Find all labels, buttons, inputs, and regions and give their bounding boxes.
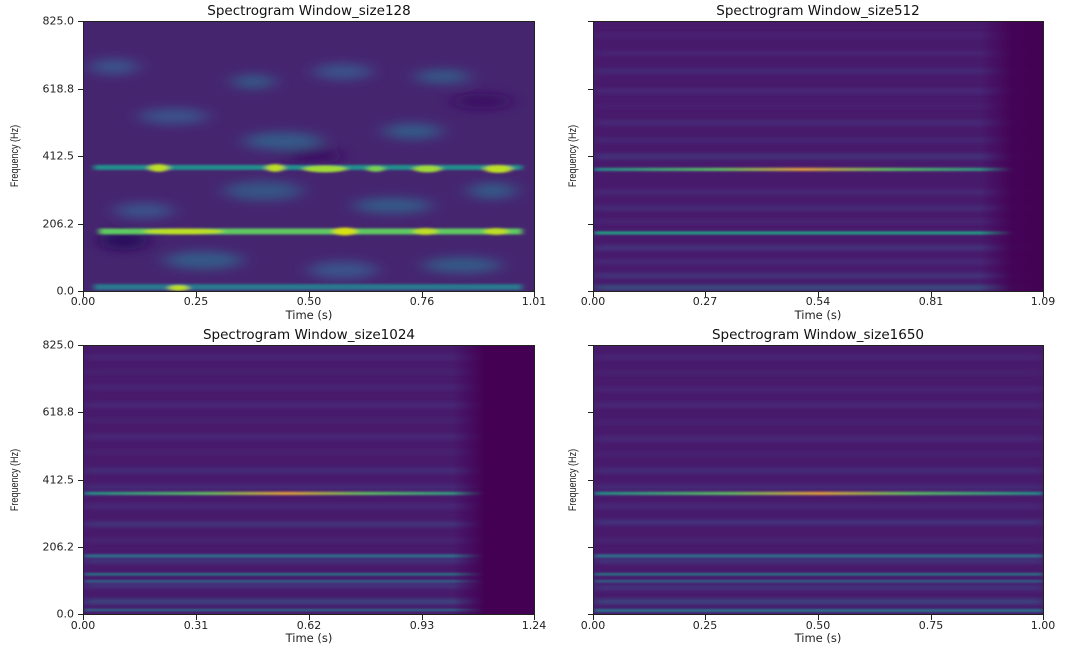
x-tick-label: 0.31 xyxy=(183,619,209,632)
x-tick-label: 0.00 xyxy=(580,295,606,308)
spectrogram-plot-area xyxy=(83,21,535,292)
x-tick-label: 0.27 xyxy=(692,295,718,308)
y-tick-label: 206.2 xyxy=(42,540,75,554)
x-tick-mark xyxy=(593,615,594,620)
x-tick-mark xyxy=(534,615,535,620)
x-tick-label: 0.93 xyxy=(409,619,435,632)
y-tick-mark xyxy=(588,345,593,346)
y-tick-label: 0.0 xyxy=(56,607,75,621)
x-tick-label: 0.50 xyxy=(805,619,831,632)
x-tick-label: 0.00 xyxy=(580,619,606,632)
x-tick-label: 0.76 xyxy=(409,295,435,308)
y-tick-mark xyxy=(588,21,593,22)
y-tick-mark xyxy=(78,480,83,481)
x-tick-mark xyxy=(931,292,932,297)
y-tick-mark xyxy=(78,291,83,292)
x-tick-mark xyxy=(1043,292,1044,297)
y-axis-label: Frequency (Hz) xyxy=(9,124,21,188)
x-tick-label: 0.25 xyxy=(692,619,718,632)
x-tick-mark xyxy=(422,292,423,297)
x-axis-label: Time (s) xyxy=(285,308,333,322)
y-tick-label: 206.2 xyxy=(42,217,75,231)
x-tick-mark xyxy=(705,292,706,297)
x-axis-label: Time (s) xyxy=(794,631,842,645)
y-tick-mark xyxy=(588,547,593,548)
y-axis-label: Frequency (Hz) xyxy=(9,448,21,512)
y-axis-label: Frequency (Hz) xyxy=(567,448,579,512)
x-tick-label: 1.00 xyxy=(1030,619,1056,632)
x-axis-label: Time (s) xyxy=(285,631,333,645)
y-tick-mark xyxy=(78,345,83,346)
spectrogram-plot-area xyxy=(83,345,535,615)
y-tick-label: 618.8 xyxy=(42,405,75,419)
x-tick-label: 0.62 xyxy=(296,619,322,632)
x-tick-label: 0.00 xyxy=(70,295,96,308)
chart-title: Spectrogram Window_size1650 xyxy=(711,327,925,343)
x-tick-label: 0.50 xyxy=(296,295,322,308)
spectrogram-plot-area xyxy=(593,345,1044,615)
x-tick-mark xyxy=(422,615,423,620)
x-tick-mark xyxy=(196,292,197,297)
y-tick-mark xyxy=(78,412,83,413)
y-tick-label: 825.0 xyxy=(42,338,75,352)
x-axis-label: Time (s) xyxy=(794,308,842,322)
y-tick-mark xyxy=(78,21,83,22)
y-tick-label: 618.8 xyxy=(42,82,75,96)
x-tick-mark xyxy=(309,615,310,620)
x-tick-mark xyxy=(309,292,310,297)
x-tick-label: 0.81 xyxy=(918,295,944,308)
x-tick-label: 0.00 xyxy=(70,619,96,632)
x-tick-mark xyxy=(1043,615,1044,620)
x-tick-label: 0.54 xyxy=(805,295,831,308)
y-tick-label: 825.0 xyxy=(42,14,75,28)
x-tick-mark xyxy=(705,615,706,620)
y-tick-label: 0.0 xyxy=(56,284,75,298)
x-tick-label: 1.01 xyxy=(521,295,547,308)
y-tick-mark xyxy=(588,156,593,157)
x-tick-label: 1.09 xyxy=(1030,295,1056,308)
x-tick-label: 0.25 xyxy=(183,295,209,308)
y-tick-mark xyxy=(588,480,593,481)
y-tick-label: 412.5 xyxy=(42,149,75,163)
y-tick-mark xyxy=(78,614,83,615)
spectrogram-plot-area xyxy=(593,21,1044,292)
x-tick-mark xyxy=(818,615,819,620)
y-tick-mark xyxy=(588,291,593,292)
x-tick-mark xyxy=(593,292,594,297)
x-tick-mark xyxy=(534,292,535,297)
y-tick-mark xyxy=(588,89,593,90)
x-tick-mark xyxy=(83,615,84,620)
chart-title: Spectrogram Window_size512 xyxy=(716,3,920,19)
y-tick-label: 412.5 xyxy=(42,473,75,487)
y-tick-mark xyxy=(588,412,593,413)
y-tick-mark xyxy=(78,89,83,90)
x-tick-mark xyxy=(818,292,819,297)
chart-title: Spectrogram Window_size128 xyxy=(207,3,411,19)
y-tick-mark xyxy=(588,224,593,225)
x-tick-mark xyxy=(83,292,84,297)
y-tick-mark xyxy=(588,614,593,615)
y-axis-label: Frequency (Hz) xyxy=(567,124,579,188)
y-tick-mark xyxy=(78,156,83,157)
y-tick-mark xyxy=(78,224,83,225)
x-tick-mark xyxy=(931,615,932,620)
x-tick-label: 0.75 xyxy=(918,619,944,632)
chart-title: Spectrogram Window_size1024 xyxy=(202,327,416,343)
y-tick-mark xyxy=(78,547,83,548)
x-tick-mark xyxy=(196,615,197,620)
x-tick-label: 1.24 xyxy=(521,619,547,632)
